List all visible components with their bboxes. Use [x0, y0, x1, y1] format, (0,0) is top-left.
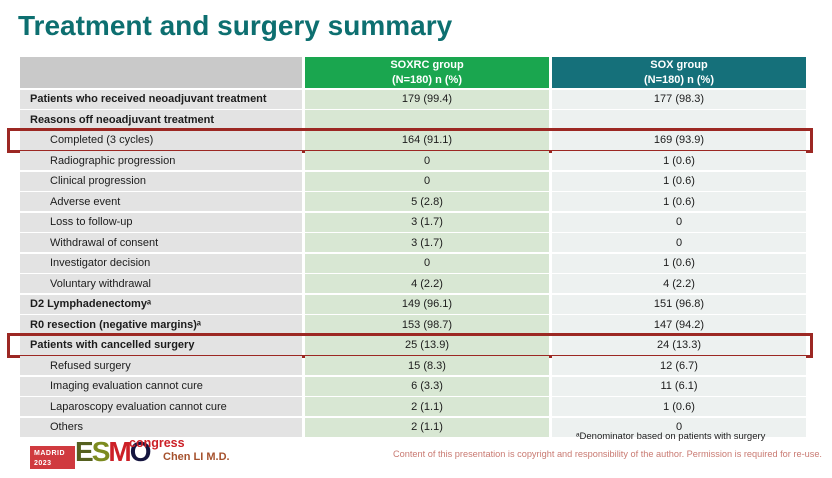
congress-label: congress [129, 436, 185, 450]
row-label: Refused surgery [20, 356, 302, 375]
soxrc-value: 25 (13.9) [305, 335, 549, 355]
header-blank-cell [20, 57, 302, 88]
soxrc-value [305, 110, 549, 129]
copyright-notice: Content of this presentation is copyrigh… [393, 449, 822, 459]
page-title: Treatment and surgery summary [18, 10, 453, 41]
sox-value: 0 [552, 233, 806, 252]
soxrc-value: 0 [305, 171, 549, 191]
row-label: Withdrawal of consent [20, 233, 302, 252]
sox-value: 0 [552, 212, 806, 232]
table-row: D2 Lymphadenectomyᵃ 149 (96.1) 151 (96.8) [20, 294, 806, 314]
sox-value: 151 (96.8) [552, 294, 806, 314]
esmo-wordmark: ESMO [75, 436, 152, 467]
sox-value: 24 (13.3) [552, 335, 806, 355]
row-label: Patients with cancelled surgery [20, 335, 302, 355]
sox-value: 12 (6.7) [552, 356, 806, 375]
table-header-row: SOXRC group (N=180) n (%) SOX group (N=1… [20, 57, 806, 88]
sox-value: 0 [552, 417, 806, 437]
table-row: Withdrawal of consent 3 (1.7) 0 [20, 233, 806, 252]
sox-value: 1 (0.6) [552, 171, 806, 191]
row-label: Laparoscopy evaluation cannot cure [20, 397, 302, 416]
table-row: Clinical progression 0 1 (0.6) [20, 171, 806, 191]
soxrc-value: 15 (8.3) [305, 356, 549, 375]
table-row: Refused surgery 15 (8.3) 12 (6.7) [20, 356, 806, 375]
soxrc-value: 2 (1.1) [305, 397, 549, 416]
esmo-letter-o: O [129, 436, 152, 467]
soxrc-value: 149 (96.1) [305, 294, 549, 314]
soxrc-value: 164 (91.1) [305, 130, 549, 150]
table-footnote: ᵃDenominator based on patients with surg… [576, 431, 766, 442]
row-label: Patients who received neoadjuvant treatm… [20, 89, 302, 109]
table-row: Others 2 (1.1) 0 [20, 417, 806, 437]
row-label: Voluntary withdrawal [20, 274, 302, 293]
sox-value [552, 110, 806, 129]
sox-value: 1 (0.6) [552, 151, 806, 170]
esmo-letter-s: S [91, 436, 111, 467]
soxrc-value: 4 (2.2) [305, 274, 549, 293]
row-label: D2 Lymphadenectomyᵃ [20, 294, 302, 314]
logo-year: 2023 [34, 459, 52, 467]
header-soxrc: SOXRC group (N=180) n (%) [305, 57, 549, 88]
header-soxrc-name: SOXRC group [390, 59, 464, 72]
sox-value: 147 (94.2) [552, 315, 806, 334]
logo-venue: MADRID [34, 450, 65, 457]
soxrc-value: 0 [305, 151, 549, 170]
header-sox-sub: (N=180) n (%) [644, 73, 714, 86]
header-sox-name: SOX group [650, 59, 708, 72]
row-label: Imaging evaluation cannot cure [20, 376, 302, 396]
esmo-congress-logo: MADRID 2023 ESMO congress [28, 436, 185, 476]
table-row: Patients with cancelled surgery 25 (13.9)… [7, 332, 813, 358]
soxrc-value: 3 (1.7) [305, 212, 549, 232]
row-label: R0 resection (negative margins)ᵃ [20, 315, 302, 334]
esmo-letter-m: M [108, 436, 131, 467]
row-label: Others [20, 417, 302, 437]
soxrc-value: 2 (1.1) [305, 417, 549, 437]
table-row: Loss to follow-up 3 (1.7) 0 [20, 212, 806, 232]
sox-value: 1 (0.6) [552, 192, 806, 211]
madrid-2023-badge: MADRID 2023 [30, 446, 75, 469]
table-row: Investigator decision 0 1 (0.6) [20, 253, 806, 273]
sox-value: 1 (0.6) [552, 253, 806, 273]
table-row: Voluntary withdrawal 4 (2.2) 4 (2.2) [20, 274, 806, 293]
esmo-letter-e: E [75, 436, 94, 467]
row-label: Reasons off neoadjuvant treatment [20, 110, 302, 129]
sox-value: 169 (93.9) [552, 130, 806, 150]
table-row: Radiographic progression 0 1 (0.6) [20, 151, 806, 170]
table-row: Reasons off neoadjuvant treatment [20, 110, 806, 129]
soxrc-value: 5 (2.8) [305, 192, 549, 211]
table-row: Patients who received neoadjuvant treatm… [20, 89, 806, 109]
header-sox: SOX group (N=180) n (%) [552, 57, 806, 88]
row-label: Investigator decision [20, 253, 302, 273]
header-soxrc-sub: (N=180) n (%) [392, 73, 462, 86]
table-body: Patients who received neoadjuvant treatm… [7, 89, 813, 437]
soxrc-value: 3 (1.7) [305, 233, 549, 252]
row-label: Adverse event [20, 192, 302, 211]
row-label: Radiographic progression [20, 151, 302, 170]
soxrc-value: 153 (98.7) [305, 315, 549, 334]
table-row: Completed (3 cycles) 164 (91.1) 169 (93.9) [7, 127, 813, 153]
row-label: Clinical progression [20, 171, 302, 191]
row-label: Loss to follow-up [20, 212, 302, 232]
author-credit: Chen LI M.D. [163, 451, 230, 463]
sox-value: 11 (6.1) [552, 376, 806, 396]
table-row: Laparoscopy evaluation cannot cure 2 (1.1… [20, 397, 806, 416]
sox-value: 177 (98.3) [552, 89, 806, 109]
soxrc-value: 6 (3.3) [305, 376, 549, 396]
table-row: Adverse event 5 (2.8) 1 (0.6) [20, 192, 806, 211]
row-label: Completed (3 cycles) [20, 130, 302, 150]
soxrc-value: 0 [305, 253, 549, 273]
soxrc-value: 179 (99.4) [305, 89, 549, 109]
table-row: Imaging evaluation cannot cure 6 (3.3) 11 … [20, 376, 806, 396]
sox-value: 4 (2.2) [552, 274, 806, 293]
summary-table: SOXRC group (N=180) n (%) SOX group (N=1… [7, 57, 813, 438]
table-row: R0 resection (negative margins)ᵃ 153 (98.… [20, 315, 806, 334]
sox-value: 1 (0.6) [552, 397, 806, 416]
